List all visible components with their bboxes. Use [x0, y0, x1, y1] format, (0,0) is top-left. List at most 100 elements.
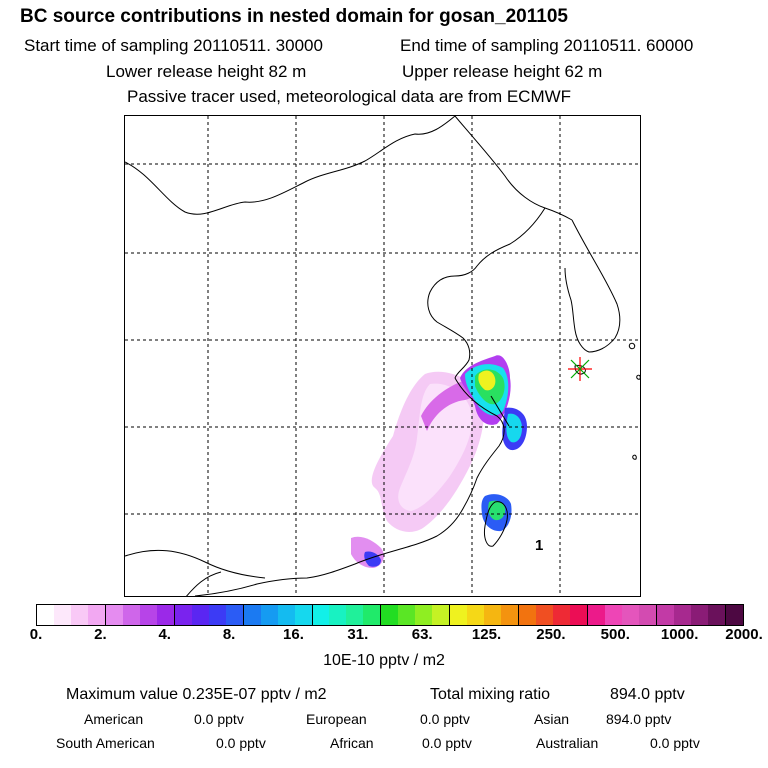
european-label: European — [306, 711, 367, 727]
colorbar-segment — [312, 605, 330, 625]
taiwan-island — [484, 501, 508, 547]
colorbar-segment — [174, 605, 192, 625]
total-mixing-label: Total mixing ratio — [430, 686, 551, 703]
plume-south-core — [364, 551, 381, 567]
manchuria-border — [454, 116, 573, 221]
colorbar-segment — [346, 605, 364, 625]
colorbar-segment — [656, 605, 674, 625]
colorbar-segment — [467, 605, 485, 625]
colorbar-tick-label: 4. — [158, 626, 171, 643]
colorbar-tick-label: 2. — [94, 626, 107, 643]
lower-release-label: Lower release height 82 m — [106, 62, 307, 81]
colorbar-segment — [588, 605, 605, 625]
colorbar-units: 10E-10 pptv / m2 — [323, 652, 445, 669]
colorbar-segment — [484, 605, 502, 625]
colorbar-segment — [122, 605, 140, 625]
colorbar-segment — [225, 605, 244, 625]
release-site-marker — [568, 357, 592, 381]
end-time-label: End time of sampling 20110511. 60000 — [400, 36, 694, 55]
colorbar-segment — [243, 605, 261, 625]
asian-value: 894.0 pptv — [606, 711, 672, 727]
colorbar-tick-label: 1000. — [660, 626, 699, 643]
map-panel: 1 — [124, 115, 641, 597]
release-number-label: 1 — [535, 537, 543, 554]
colorbar-segment — [294, 605, 313, 625]
coastlines — [125, 116, 640, 596]
colorbar-tick-label: 250. — [536, 626, 566, 643]
plume-band-light — [398, 383, 473, 511]
colorbar-segment — [553, 605, 571, 625]
european-value: 0.0 pptv — [420, 711, 470, 727]
colorbar-segment — [70, 605, 88, 625]
colorbar-segment — [432, 605, 451, 625]
colorbar-segment — [156, 605, 175, 625]
colorbar-segment — [208, 605, 226, 625]
start-time-label: Start time of sampling 20110511. 30000 — [24, 36, 323, 55]
asian-label: Asian — [534, 711, 570, 727]
south-american-value: 0.0 pptv — [216, 735, 266, 751]
colorbar-segment — [105, 605, 123, 625]
colorbar-tick-label: 2000. — [725, 626, 763, 643]
yangtze-river — [490, 395, 510, 427]
china-coast-south — [194, 377, 505, 596]
colorbar-tick-label: 31. — [347, 626, 369, 643]
northern-border — [125, 116, 456, 215]
japan-islets-1 — [628, 342, 636, 350]
colorbar-tick-label: 125. — [471, 626, 502, 643]
american-value: 0.0 pptv — [194, 711, 244, 727]
american-label: American — [84, 711, 144, 727]
colorbar-segment — [53, 605, 71, 625]
colorbar-segment — [260, 605, 278, 625]
colorbar-segment — [450, 605, 468, 625]
colorbar-segment — [87, 605, 106, 625]
graticule — [125, 116, 640, 596]
colorbar-segment — [381, 605, 399, 625]
colorbar-segment — [725, 605, 743, 625]
australian-label: Australian — [536, 735, 599, 751]
upper-release-label: Upper release height 62 m — [402, 62, 603, 81]
colorbar-segment — [570, 605, 588, 625]
china-coast-north — [427, 207, 546, 379]
plume-field — [351, 355, 527, 568]
japan-islets-2 — [636, 374, 640, 380]
african-value: 0.0 pptv — [422, 735, 472, 751]
colorbar-segment — [277, 605, 295, 625]
colorbar-segment — [604, 605, 622, 625]
colorbar-segment — [501, 605, 520, 625]
inland-boundary-2 — [186, 571, 222, 596]
colorbar-segment — [707, 605, 726, 625]
colorbar-segment — [519, 605, 537, 625]
colorbar-segment — [191, 605, 209, 625]
total-mixing-value: 894.0 pptv — [610, 686, 685, 703]
maximum-value-label: Maximum value 0.235E-07 pptv / m2 — [66, 686, 327, 703]
south-american-label: South American — [56, 735, 155, 751]
plume-taiwan-green — [488, 500, 506, 521]
inland-boundary-1 — [125, 549, 266, 579]
colorbar-segment — [673, 605, 691, 625]
colorbar-segment — [638, 605, 657, 625]
colorbar-segment — [621, 605, 639, 625]
colorbar-segment — [415, 605, 433, 625]
colorbar — [36, 604, 744, 626]
map-svg: 1 — [125, 116, 640, 596]
colorbar-segment — [536, 605, 554, 625]
african-label: African — [330, 735, 374, 751]
colorbar-segment — [398, 605, 416, 625]
colorbar-tick-label: 500. — [600, 626, 630, 643]
korea-coast — [564, 219, 621, 353]
australian-value: 0.0 pptv — [650, 735, 700, 751]
colorbar-segment — [363, 605, 382, 625]
colorbar-tick-label: 16. — [283, 626, 304, 643]
chart-title: BC source contributions in nested domain… — [20, 6, 568, 27]
plume-tail-east-inner — [506, 413, 522, 443]
colorbar-tick-label: 0. — [29, 626, 43, 643]
colorbar-tick-label: 8. — [222, 626, 236, 643]
colorbar-tick-label: 63. — [411, 626, 433, 643]
colorbar-segment — [139, 605, 157, 625]
info-line: Passive tracer used, meteorological data… — [127, 87, 572, 106]
plume-yellow — [478, 370, 496, 391]
colorbar-segment — [329, 605, 347, 625]
colorbar-segment — [37, 605, 54, 625]
japan-islets-3 — [632, 454, 637, 460]
colorbar-segment — [690, 605, 708, 625]
